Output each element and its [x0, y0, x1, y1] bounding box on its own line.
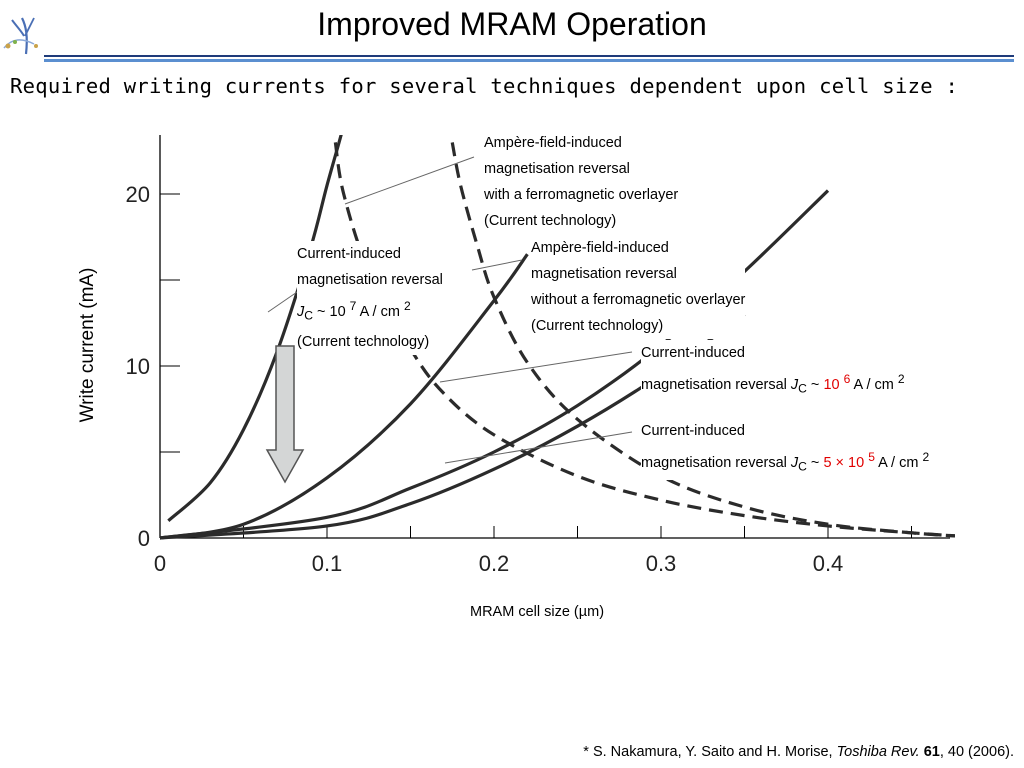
annotation-line: (Current technology)	[484, 213, 617, 229]
y-tick-label: 10	[126, 354, 150, 379]
annotation-field-without-overlayer: Ampère-field-induced magnetisation rever…	[531, 235, 746, 339]
y-tick-label: 0	[138, 526, 150, 551]
annotation-leader-line	[267, 289, 301, 313]
x-tick-label: 0.2	[479, 551, 510, 576]
annotation-leader-line	[344, 156, 475, 205]
annotation-current-induced-5e5: Current-induced magnetisation reversal J…	[641, 418, 930, 480]
annotation-line: (Current technology)	[531, 318, 664, 334]
annotation-line: Current-induced	[641, 423, 745, 439]
title-rule-dark	[44, 55, 1014, 57]
x-tick-label: 0.3	[646, 551, 677, 576]
yk-monogram-logo	[3, 17, 38, 55]
annotation-jc-line: magnetisation reversal JC ~ 10 6 A / cm …	[641, 372, 905, 396]
annotation-line: magnetisation reversal	[531, 266, 677, 282]
x-tick-label: 0.1	[312, 551, 343, 576]
citation: * S. Nakamura, Y. Saito and H. Morise, T…	[583, 744, 1014, 760]
annotation-line: with a ferromagnetic overlayer	[484, 187, 679, 203]
series-line-3	[167, 135, 343, 522]
y-axis-label: Write current (mA)	[77, 267, 98, 423]
series-line-4	[159, 253, 529, 540]
annotation-line: Ampère-field-induced	[484, 135, 622, 151]
annotation-line: Current-induced	[297, 246, 401, 262]
title-rule-light	[44, 59, 1014, 62]
annotation-line: (Current technology)	[297, 333, 430, 350]
y-tick-label: 20	[126, 182, 150, 207]
annotation-current-induced-1e7: Current-induced magnetisation reversal J…	[297, 241, 443, 355]
slide-subtitle: Required writing currents for several te…	[10, 74, 959, 98]
annotation-jc-line: magnetisation reversal JC ~ 5 × 10 5 A /…	[641, 450, 930, 474]
x-axis-label: MRAM cell size (µm)	[470, 604, 605, 620]
annotation-line: magnetisation reversal	[484, 161, 630, 177]
slide-title: Improved MRAM Operation	[317, 6, 707, 42]
annotation-line: magnetisation reversal	[297, 272, 443, 288]
x-tick-label: 0	[154, 551, 166, 576]
annotation-line: Current-induced	[641, 345, 745, 361]
annotation-jc-line: JC ~ 10 7 A / cm 2	[297, 299, 411, 323]
annotation-leader-line	[439, 351, 633, 383]
x-tick-label: 0.4	[813, 551, 844, 576]
down-arrow-icon	[265, 345, 305, 484]
series-line-2	[450, 142, 955, 538]
annotation-line: without a ferromagnetic overlayer	[531, 292, 746, 308]
annotation-leader-line	[471, 259, 523, 271]
annotation-leader-line	[444, 431, 633, 464]
annotation-line: Ampère-field-induced	[531, 240, 669, 256]
annotation-current-induced-1e6: Current-induced magnetisation reversal J…	[641, 340, 905, 402]
annotation-field-with-overlayer: Ampère-field-induced magnetisation rever…	[484, 130, 679, 234]
